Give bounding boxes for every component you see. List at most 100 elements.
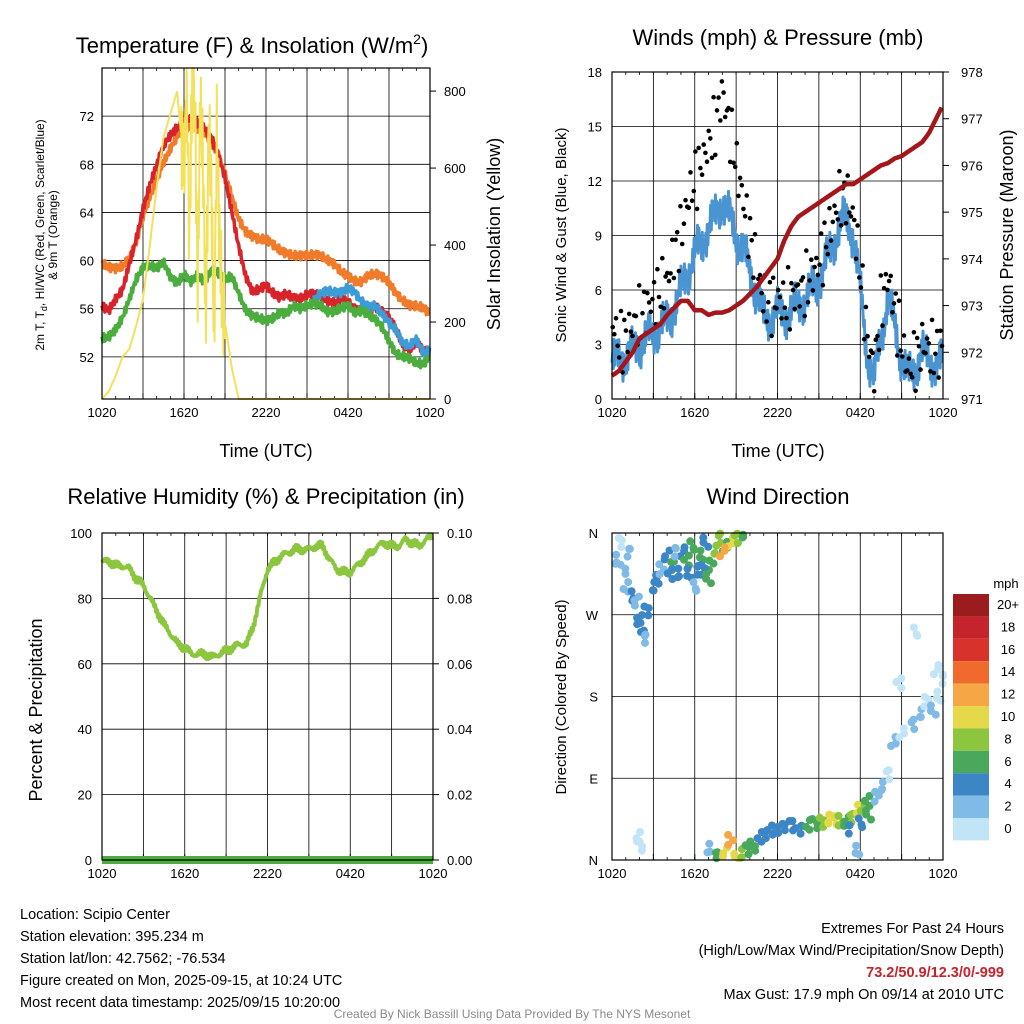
rh-xtick-label: 1620 — [170, 866, 199, 881]
gust-point — [741, 206, 746, 212]
winds-xtick-label: 1620 — [680, 405, 709, 420]
gust-point — [886, 278, 892, 284]
direction-point — [912, 630, 921, 639]
direction-point — [933, 687, 942, 696]
direction-point — [885, 775, 894, 784]
direction-point — [623, 552, 632, 561]
gust-point — [648, 309, 654, 315]
rh-xtick-label: 1020 — [88, 866, 117, 881]
gust-point — [674, 229, 680, 235]
direction-point — [761, 834, 770, 843]
winds-ylabel-right: Station Pressure (Maroon) — [997, 129, 1017, 340]
gust-point — [787, 327, 793, 332]
station-elevation: Station elevation: 395.234 m — [20, 929, 204, 945]
gust-point — [709, 155, 715, 161]
rh-right-tick-label: 0.08 — [447, 591, 472, 606]
direction-point — [929, 670, 938, 679]
temp-ylabel-right: Solar Insolation (Yellow) — [484, 138, 504, 330]
gust-point — [673, 237, 678, 243]
direction-point — [671, 544, 680, 553]
direction-point — [878, 777, 887, 786]
direction-point — [733, 539, 742, 547]
dir-ytick-label: N — [589, 526, 598, 541]
rh-ytick-label: 40 — [78, 722, 92, 737]
rh-ytick-label: 0 — [85, 853, 92, 868]
extremes-subtitle: (High/Low/Max Wind/Precipitation/Snow De… — [698, 943, 1004, 959]
gust-point — [779, 316, 784, 321]
gust-point — [650, 296, 655, 302]
winds-ylabel: Sonic Wind & Gust (Blue, Black) — [553, 127, 570, 342]
gust-point — [689, 198, 695, 203]
gust-point — [895, 353, 900, 358]
gust-point — [795, 282, 801, 287]
gust-point — [860, 263, 865, 268]
temp-ytick-label: 64 — [80, 205, 94, 220]
winds-xtick-label: 2220 — [763, 405, 792, 420]
gust-point — [916, 343, 922, 349]
temp-series-line — [100, 121, 430, 317]
direction-point — [697, 561, 706, 569]
direction-point — [696, 546, 705, 555]
gust-point — [918, 367, 923, 372]
direction-point — [617, 543, 626, 551]
direction-point — [862, 810, 871, 819]
max-gust: Max Gust: 17.9 mph On 09/14 at 2010 UTC — [723, 987, 1004, 1003]
gust-point — [769, 333, 774, 339]
legend-swatch — [953, 661, 989, 684]
gust-point — [789, 280, 794, 286]
gust-point — [828, 238, 834, 243]
gust-point — [626, 311, 632, 317]
winds-ytick-label: 3 — [595, 338, 602, 353]
gust-point — [817, 262, 822, 268]
direction-point — [719, 849, 728, 858]
direction-point — [780, 826, 789, 835]
gust-point — [749, 238, 754, 243]
winds-right-tick-label: 977 — [961, 112, 983, 127]
winds-right-tick-label: 975 — [961, 205, 983, 220]
temp-ylabel-subscript: d — [39, 306, 49, 311]
gust-point — [759, 290, 764, 296]
direction-point — [619, 585, 628, 593]
legend-label: 12 — [1001, 687, 1015, 702]
gust-point — [807, 278, 812, 283]
gust-point — [767, 280, 773, 285]
temp-title-end: ) — [421, 33, 428, 58]
direction-point — [846, 811, 855, 819]
direction-point — [744, 850, 753, 859]
gust-point — [822, 220, 827, 225]
direction-point — [739, 532, 748, 541]
temp-xtick-label: 1020 — [416, 405, 445, 420]
rh-ytick-label: 20 — [78, 788, 92, 803]
legend-swatch — [953, 706, 989, 729]
gust-point — [780, 280, 786, 285]
direction-point — [931, 710, 940, 719]
gust-point — [870, 350, 875, 356]
temp-ytick-label: 56 — [80, 302, 94, 317]
winds-ytick-label: 6 — [595, 283, 602, 298]
legend-swatch — [953, 728, 989, 751]
temp-right-tick-label: 0 — [444, 392, 451, 407]
gust-point — [703, 150, 708, 156]
extremes-title: Extremes For Past 24 Hours — [821, 921, 1004, 937]
temp-ytick-label: 72 — [80, 109, 94, 124]
gust-point — [688, 170, 693, 175]
rh-frame — [101, 532, 434, 861]
gust-point — [850, 205, 855, 210]
gust-point — [885, 287, 890, 293]
direction-point — [724, 830, 733, 839]
gust-point — [757, 272, 763, 278]
gust-point — [871, 389, 877, 394]
gust-point — [939, 343, 945, 349]
winds-right-tick-label: 972 — [961, 345, 983, 360]
gust-point — [731, 160, 736, 166]
most-recent-timestamp: Most recent data timestamp: 2025/09/15 1… — [20, 995, 341, 1011]
gust-point — [663, 274, 668, 279]
direction-point — [855, 850, 864, 859]
gust-point — [908, 371, 913, 377]
gust-point — [764, 319, 769, 324]
gust-point — [805, 300, 811, 305]
rh-xtick-label: 1020 — [419, 866, 448, 881]
direction-point — [780, 820, 789, 829]
gust-point — [827, 205, 832, 211]
rh-right-tick-label: 0.04 — [447, 722, 472, 737]
